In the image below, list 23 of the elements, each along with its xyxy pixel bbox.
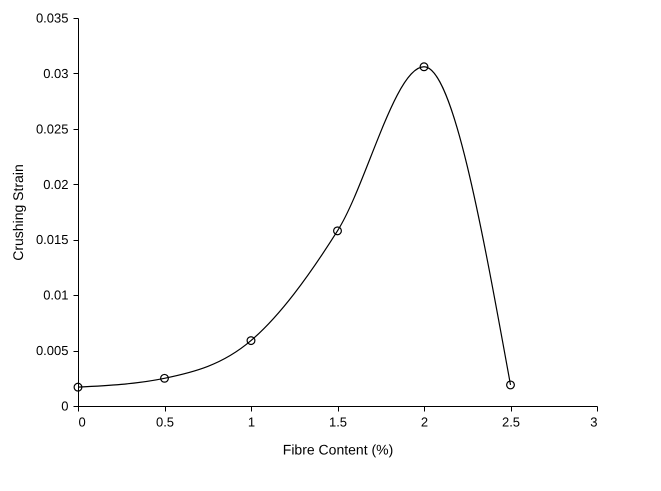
x-tick-label: 2.5 xyxy=(502,414,520,430)
y-tick-label: 0 xyxy=(61,398,68,414)
x-tick-label: 2 xyxy=(420,414,428,430)
point xyxy=(160,374,169,383)
x-tick-label: 1.5 xyxy=(328,414,348,430)
point xyxy=(420,62,428,72)
y-axis-title: Crushing Strain xyxy=(10,164,26,261)
y-tick-label: 0.025 xyxy=(36,121,68,136)
y-tick-label: 0.01 xyxy=(43,288,68,303)
point xyxy=(246,336,256,346)
y-tick-label: 0.035 xyxy=(36,10,68,26)
y-tick-label: 0.005 xyxy=(36,343,68,358)
x-tick-label: 1 xyxy=(248,414,256,430)
x-tick-label: 3 xyxy=(590,414,598,430)
y-tick-label: 0.02 xyxy=(43,176,68,192)
x-tick-label: 0 xyxy=(78,414,86,430)
point xyxy=(333,226,342,236)
point xyxy=(506,380,515,390)
x-axis-title: Fibre Content (%) xyxy=(282,442,394,458)
y-tick-label: 0.03 xyxy=(43,66,68,81)
point xyxy=(74,382,82,392)
x-tick-label: 0.5 xyxy=(156,414,174,430)
y-tick-label: 0.015 xyxy=(36,232,68,248)
